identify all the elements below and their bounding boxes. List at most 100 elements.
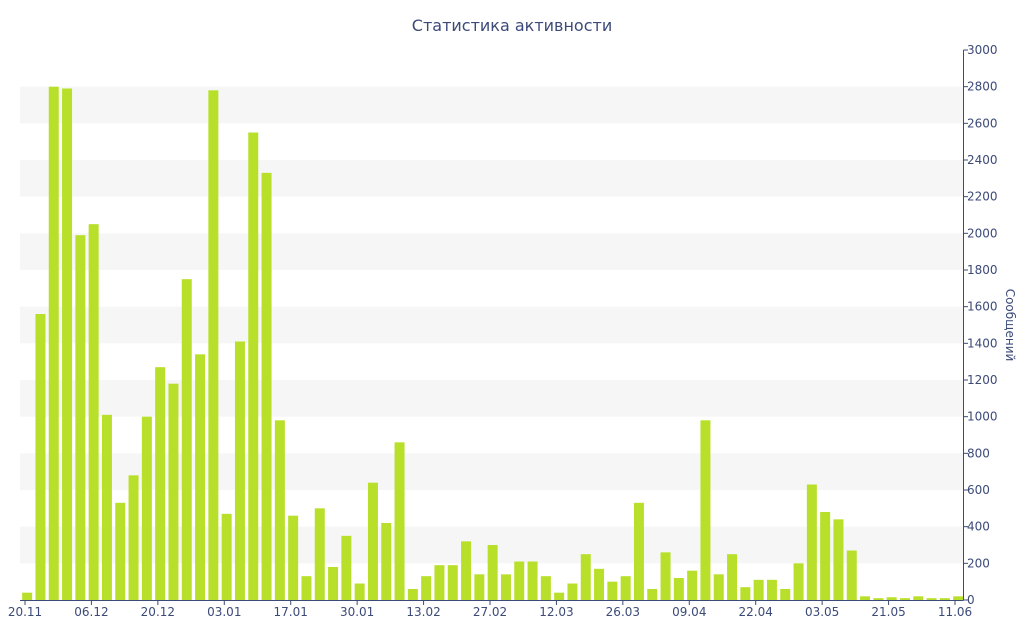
bar [474,574,485,600]
x-tick-label: 03.01 [207,605,241,619]
grid-band [20,233,963,270]
bar [594,568,605,600]
bars [22,86,964,601]
x-tick-label: 06.12 [74,605,108,619]
bar [128,475,139,600]
bar [261,172,272,600]
bar [22,592,33,600]
bar [833,519,844,600]
bar [913,596,924,600]
bar [660,552,671,600]
x-tick-label: 21.05 [871,605,905,619]
bar [101,414,112,600]
grid-band [20,306,963,344]
bar [607,581,618,600]
x-tick-label: 12.03 [539,605,573,619]
bar [514,561,525,600]
bar [141,416,152,600]
x-tick-label: 20.12 [141,605,175,619]
bar [727,554,738,600]
bar [421,576,432,600]
bar [155,367,166,600]
x-tick-label: 17.01 [274,605,308,619]
y-axis-label: Сообщений [1003,289,1017,362]
bar [35,314,46,600]
grid-band [20,160,963,197]
x-axis-ticks: 20.11 06.12 20.12 03.01 17.01 30.01 13.02 27.02… [8,600,972,619]
y-tick-label: 2200 [967,190,998,204]
y-tick-label: 200 [967,556,990,570]
bar [620,576,631,600]
x-tick-label: 13.02 [406,605,440,619]
y-tick-label: 1200 [967,373,998,387]
bar [939,598,950,600]
bar [208,90,219,600]
bar [753,579,764,600]
y-tick-label: 2600 [967,116,998,130]
x-tick-label: 26.03 [606,605,640,619]
y-tick-label: 1400 [967,336,998,350]
y-tick-label: 2400 [967,153,998,167]
bar [341,535,352,600]
bar [926,598,937,600]
bar [554,592,565,600]
y-axis-ticks: 0 200 400 600 800 1000 1200 1400 1600 1800 2000 220… [963,43,998,607]
bar [181,279,192,600]
y-tick-label: 1800 [967,263,998,277]
x-tick-label: 11.06 [938,605,972,619]
x-tick-label: 27.02 [473,605,507,619]
bar [687,570,698,600]
grid-bands [20,86,963,564]
bar [234,341,245,600]
bar [88,224,99,601]
bar [434,565,445,600]
chart-title: Статистика активности [412,16,612,35]
bar [168,383,179,600]
bar [75,235,86,601]
bar [540,576,551,600]
x-tick-label: 09.04 [672,605,706,619]
bar [647,589,658,600]
y-tick-label: 2800 [967,80,998,94]
bar [873,598,884,600]
y-tick-label: 800 [967,446,990,460]
bar [527,561,538,600]
bar [314,508,325,600]
bar [820,512,831,600]
bar [195,354,206,600]
bar [580,554,591,600]
bar [766,579,777,600]
bar [886,597,897,600]
bar [780,589,791,600]
bar [248,132,259,600]
bar [447,565,458,600]
bar [806,484,817,600]
y-tick-label: 1000 [967,410,998,424]
y-tick-label: 600 [967,483,990,497]
bar [354,583,365,600]
bar [461,541,472,600]
y-tick-label: 3000 [967,43,998,57]
bar [115,502,126,600]
bar [953,596,964,600]
bar [700,420,711,600]
bar [62,88,73,600]
bar [394,442,405,600]
bar [328,567,339,600]
bar [713,574,724,600]
bar [48,86,59,601]
x-tick-label: 03.05 [805,605,839,619]
bar [381,523,392,600]
bar [288,515,299,600]
bar [860,596,871,600]
bar [367,482,378,600]
bar [793,563,804,600]
x-tick-label: 22.04 [739,605,773,619]
bar [301,576,312,600]
x-tick-label: 30.01 [340,605,374,619]
bar [487,545,498,600]
bar [740,587,751,600]
bar [846,550,857,600]
